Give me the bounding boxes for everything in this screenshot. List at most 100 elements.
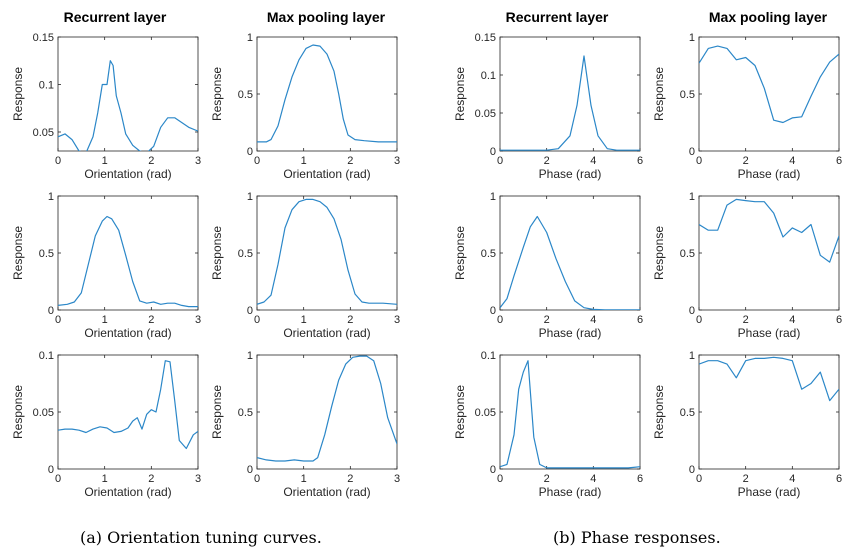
y-tick-label: 1 [689,350,695,362]
x-axis-label: Phase (rad) [738,326,801,340]
y-tick-label: 0.5 [680,407,695,419]
y-tick-label: 0 [689,305,695,317]
y-tick-label: 0.05 [475,407,496,419]
column-title-3: Recurrent layer [506,9,609,25]
x-tick-label: 4 [590,473,596,485]
x-tick-label: 3 [195,155,201,167]
series-line [257,198,397,305]
plot-frame [57,36,199,152]
y-axis-label: Response [210,226,224,280]
plot-frame [57,354,199,470]
y-axis-label: Response [652,226,666,280]
x-tick-label: 3 [394,473,400,485]
y-tick-label: 1 [689,32,695,44]
plot-frame [499,354,641,470]
x-tick-label: 0 [55,473,61,485]
y-tick-label: 0 [689,464,695,476]
x-tick-label: 2 [544,314,550,326]
column-title-4: Max pooling layer [709,9,828,25]
y-axis-label: Response [453,385,467,439]
x-axis-label: Phase (rad) [539,485,602,499]
x-axis-label: Phase (rad) [539,326,602,340]
series-line [500,215,640,310]
x-tick-label: 2 [148,155,154,167]
y-tick-label: 0.5 [680,248,695,260]
y-tick-label: 0.05 [33,407,54,419]
y-tick-label: 0 [490,464,496,476]
x-tick-label: 2 [347,155,353,167]
x-tick-label: 0 [497,473,503,485]
y-tick-label: 0.05 [475,108,496,120]
y-tick-label: 0 [247,146,253,158]
x-tick-label: 0 [254,473,260,485]
series-line [500,360,640,469]
x-axis-label: Phase (rad) [539,167,602,181]
y-tick-label: 0.1 [39,350,54,362]
subplot-b-r2-c2: 0 2 4 6 0 0.5 1 Phase (rad) Response [652,191,842,340]
plot-frame [256,195,398,311]
x-tick-label: 2 [743,155,749,167]
y-tick-label: 0.05 [33,127,54,139]
x-tick-label: 0 [696,314,702,326]
subplot-grid: 0 1 2 3 0.05 0.1 0.15 Orientation (rad) Response… [11,32,842,499]
x-axis-label: Orientation (rad) [283,485,370,499]
x-tick-label: 1 [301,155,307,167]
y-tick-label: 0.5 [39,248,54,260]
subplot-b-r1-c1: 0 2 4 6 0 0.05 0.1 0.15 Phase (rad) Response [453,32,643,181]
caption-a: (a) Orientation tuning curves. [80,528,322,547]
y-axis-label: Response [11,226,25,280]
y-tick-label: 0.15 [33,32,54,44]
subplot-b-r2-c1: 0 2 4 6 0 0.5 1 Phase (rad) Response [453,191,643,340]
x-axis-label: Orientation (rad) [84,167,171,181]
y-tick-label: 1 [490,191,496,203]
x-tick-label: 6 [637,473,643,485]
y-axis-label: Response [453,67,467,121]
x-tick-label: 1 [301,314,307,326]
y-tick-label: 0.5 [238,89,253,101]
y-axis-label: Response [652,67,666,121]
series-line [699,198,839,263]
y-tick-label: 0.1 [481,350,496,362]
x-tick-label: 0 [497,314,503,326]
x-tick-label: 0 [497,155,503,167]
x-tick-label: 4 [789,155,795,167]
x-axis-label: Orientation (rad) [283,326,370,340]
x-tick-label: 1 [102,314,108,326]
x-tick-label: 0 [254,314,260,326]
y-tick-label: 0.5 [238,407,253,419]
series-line [699,45,839,124]
plot-frame [698,354,840,470]
y-tick-label: 1 [247,191,253,203]
plot-frame [698,36,840,152]
x-axis-label: Phase (rad) [738,485,801,499]
y-axis-label: Response [11,385,25,439]
x-tick-label: 0 [55,314,61,326]
y-tick-label: 1 [48,191,54,203]
x-tick-label: 6 [836,314,842,326]
x-tick-label: 6 [836,473,842,485]
x-tick-label: 3 [394,155,400,167]
plot-frame [698,195,840,311]
y-tick-label: 0 [689,146,695,158]
x-tick-label: 1 [102,155,108,167]
y-tick-label: 0.5 [238,248,253,260]
x-tick-label: 0 [55,155,61,167]
series-line [257,355,397,462]
y-axis-label: Response [210,67,224,121]
y-axis-label: Response [210,385,224,439]
x-tick-label: 3 [195,473,201,485]
x-tick-label: 2 [544,155,550,167]
y-axis-label: Response [652,385,666,439]
series-line [58,360,198,450]
subplot-a-r1-c1: 0 1 2 3 0.05 0.1 0.15 Orientation (rad) Response [11,32,201,181]
y-tick-label: 1 [247,350,253,362]
x-tick-label: 0 [254,155,260,167]
column-title-2: Max pooling layer [267,9,386,25]
plot-frame [57,195,199,311]
x-tick-label: 4 [590,155,596,167]
y-tick-label: 0 [490,305,496,317]
